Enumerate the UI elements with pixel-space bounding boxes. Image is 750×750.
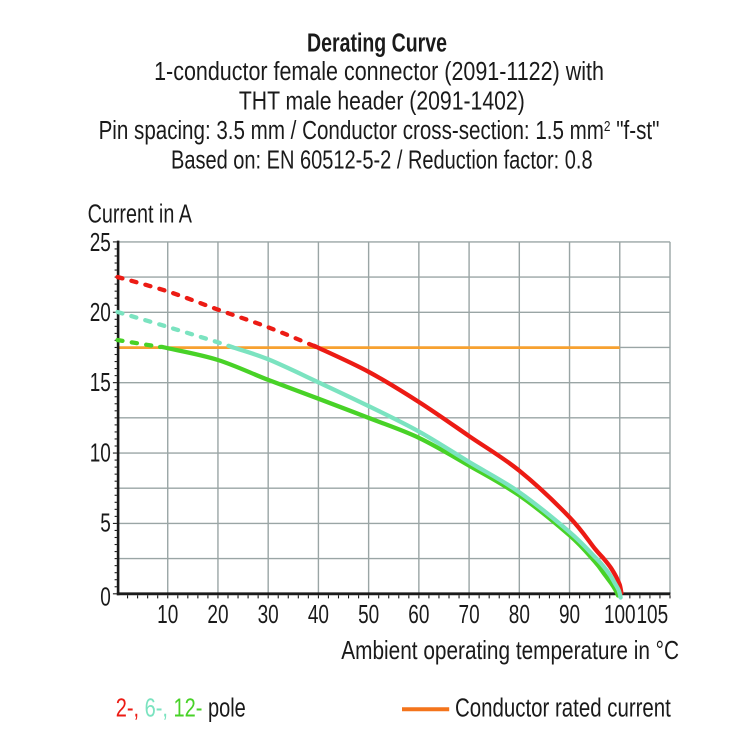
- svg-text:15: 15: [90, 367, 111, 397]
- svg-text:Pin spacing: 3.5 mm / Conducto: Pin spacing: 3.5 mm / Conductor cross-se…: [99, 116, 660, 145]
- svg-text:0: 0: [100, 582, 111, 612]
- svg-text:10: 10: [157, 599, 178, 629]
- svg-text:Conductor rated current: Conductor rated current: [455, 693, 671, 722]
- svg-text:2-, 6-, 12- pole: 2-, 6-, 12- pole: [116, 693, 246, 722]
- svg-text:25: 25: [90, 227, 111, 257]
- svg-text:105: 105: [636, 599, 668, 629]
- svg-text:60: 60: [408, 599, 429, 629]
- svg-text:THT male header (2091-1402): THT male header (2091-1402): [239, 88, 525, 116]
- svg-text:Ambient operating temperature: Ambient operating temperature in °C: [341, 636, 679, 665]
- svg-text:90: 90: [559, 599, 580, 629]
- svg-text:80: 80: [509, 599, 530, 629]
- svg-text:1-conductor female connector (: 1-conductor female connector (2091-1122)…: [154, 57, 604, 86]
- svg-text:50: 50: [358, 599, 379, 629]
- svg-text:5: 5: [100, 508, 111, 538]
- svg-text:70: 70: [459, 599, 480, 629]
- svg-text:30: 30: [258, 599, 279, 629]
- svg-text:Based on: EN 60512-5-2 / Reduc: Based on: EN 60512-5-2 / Reduction facto…: [171, 145, 593, 174]
- svg-text:Current in A: Current in A: [88, 199, 193, 228]
- svg-text:40: 40: [308, 599, 329, 629]
- svg-text:Derating Curve: Derating Curve: [307, 28, 447, 57]
- svg-text:10: 10: [90, 437, 111, 467]
- svg-text:20: 20: [90, 297, 111, 327]
- svg-text:20: 20: [207, 599, 228, 629]
- svg-text:100: 100: [604, 599, 636, 629]
